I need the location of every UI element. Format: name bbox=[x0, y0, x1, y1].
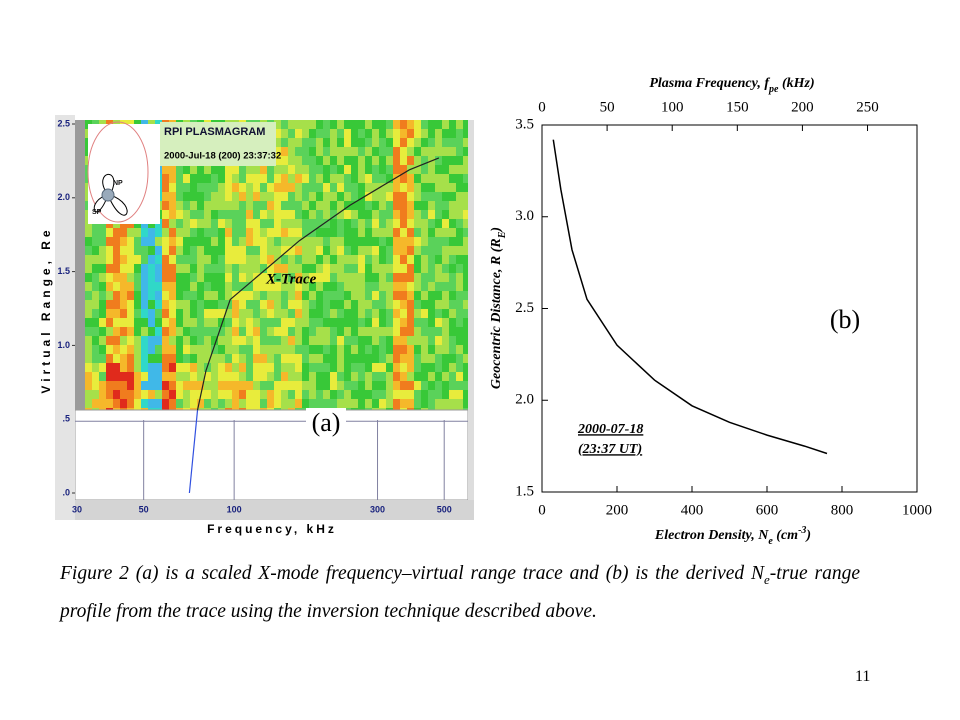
y-tick-label: 2.0 bbox=[515, 392, 534, 408]
y-tick-label: .5 bbox=[62, 414, 70, 424]
lower-panel bbox=[74, 409, 469, 501]
bottom-axis-band bbox=[68, 500, 474, 520]
label-part: -3 bbox=[798, 525, 806, 536]
x2-tick-label: 50 bbox=[600, 99, 615, 115]
x2-tick-label: 250 bbox=[856, 99, 879, 115]
y-axis-label: Geocentric Distance, R (RE) bbox=[489, 227, 508, 389]
label-part: E bbox=[497, 231, 508, 239]
x-tick-label: 30 bbox=[72, 504, 82, 514]
x2-axis-label: Plasma Frequency, fpe (kHz) bbox=[649, 76, 814, 95]
label-part: ) bbox=[489, 227, 504, 234]
label-part: e bbox=[768, 536, 773, 547]
x2-tick-label: 150 bbox=[726, 99, 749, 115]
x-axis-label: Frequency, kHz bbox=[207, 522, 337, 536]
plot-title: RPI PLASMAGRAM bbox=[164, 126, 265, 138]
page-number: 11 bbox=[855, 668, 871, 685]
x2-tick-label: 100 bbox=[661, 99, 684, 115]
trace-line bbox=[196, 157, 440, 411]
y-tick-label: 2.5 bbox=[515, 300, 534, 316]
x-tick-label: 600 bbox=[756, 502, 779, 518]
annotation: NP bbox=[113, 180, 123, 187]
right-strip bbox=[468, 120, 474, 500]
caption: Figure 2 (a) is a scaled X-mode frequenc… bbox=[60, 558, 860, 628]
x2-tick-label: 0 bbox=[538, 99, 546, 115]
y-tick-label: 1.0 bbox=[57, 340, 70, 350]
label-part: ) bbox=[804, 528, 811, 543]
x-tick-label: 400 bbox=[681, 502, 704, 518]
y-tick-label: 1.5 bbox=[515, 483, 534, 499]
y-tick-label: 2.0 bbox=[57, 192, 70, 202]
label-part: Plasma Frequency, f bbox=[649, 76, 770, 91]
y-tick-label: 2.5 bbox=[57, 118, 70, 128]
x-axis-label: Electron Density, Ne (cm-3) bbox=[654, 525, 811, 547]
x-tick-label: 100 bbox=[227, 504, 242, 514]
x-tick-label: 500 bbox=[437, 504, 452, 514]
y-axis-label: Virtual Range, Re bbox=[39, 226, 53, 393]
profile-line bbox=[552, 139, 828, 455]
x-tick-label: 1000 bbox=[902, 502, 932, 518]
annotation: (23:37 UT) bbox=[578, 442, 642, 457]
label-part: Electron Density, N bbox=[654, 528, 769, 543]
annotation: 2000-07-18 bbox=[577, 422, 643, 437]
y-tick-label: 1.5 bbox=[57, 266, 70, 276]
inset bbox=[87, 121, 160, 224]
x-tick-label: 200 bbox=[606, 502, 629, 518]
y-tick-label: .0 bbox=[62, 487, 70, 497]
y-tick-label: 3.0 bbox=[515, 208, 534, 224]
trace-line bbox=[188, 410, 199, 494]
caption-subscript: e bbox=[764, 571, 770, 587]
label-part: (kHz) bbox=[778, 76, 814, 91]
x-tick-label: 800 bbox=[831, 502, 854, 518]
x-tick-label: 300 bbox=[370, 504, 385, 514]
label-part: (cm bbox=[773, 528, 798, 543]
annotation: X-Trace bbox=[265, 271, 317, 287]
panel-label: (b) bbox=[830, 305, 860, 334]
label-part: pe bbox=[768, 84, 779, 95]
caption-text: -true range profile from the trace using… bbox=[60, 563, 860, 622]
panel-label: (a) bbox=[312, 408, 341, 437]
x-tick-label: 0 bbox=[538, 502, 546, 518]
left-axis-band bbox=[55, 115, 75, 520]
x2-tick-label: 200 bbox=[791, 99, 814, 115]
label-part: Geocentric Distance, R (R bbox=[489, 238, 504, 389]
plot-subtitle: 2000-Jul-18 (200) 23:37:32 bbox=[164, 151, 281, 162]
panel-label-bg bbox=[306, 408, 346, 440]
caption-text: Figure 2 (a) is a scaled X-mode frequenc… bbox=[60, 563, 764, 584]
x-tick-label: 50 bbox=[139, 504, 149, 514]
gray-strip bbox=[75, 120, 85, 410]
title-box bbox=[160, 122, 276, 166]
annotation: SP bbox=[92, 209, 102, 216]
y-tick-label: 3.5 bbox=[515, 116, 534, 132]
